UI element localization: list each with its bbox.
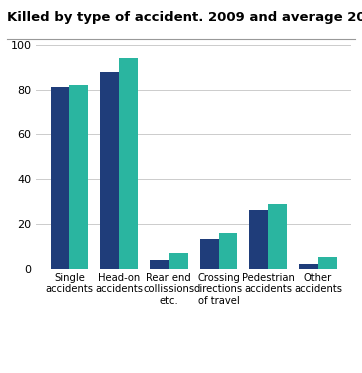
Bar xyxy=(268,204,287,269)
Text: Killed by type of accident. 2009 and average 2005-2009: Killed by type of accident. 2009 and ave… xyxy=(7,11,362,24)
Bar xyxy=(150,260,169,269)
Bar xyxy=(318,257,337,269)
Bar xyxy=(169,253,188,269)
Bar xyxy=(119,58,138,269)
Bar xyxy=(219,233,237,269)
Bar xyxy=(70,85,88,269)
Bar xyxy=(100,72,119,269)
Bar xyxy=(199,239,219,269)
Bar xyxy=(299,264,318,269)
Bar xyxy=(51,87,70,269)
Bar xyxy=(249,210,268,269)
